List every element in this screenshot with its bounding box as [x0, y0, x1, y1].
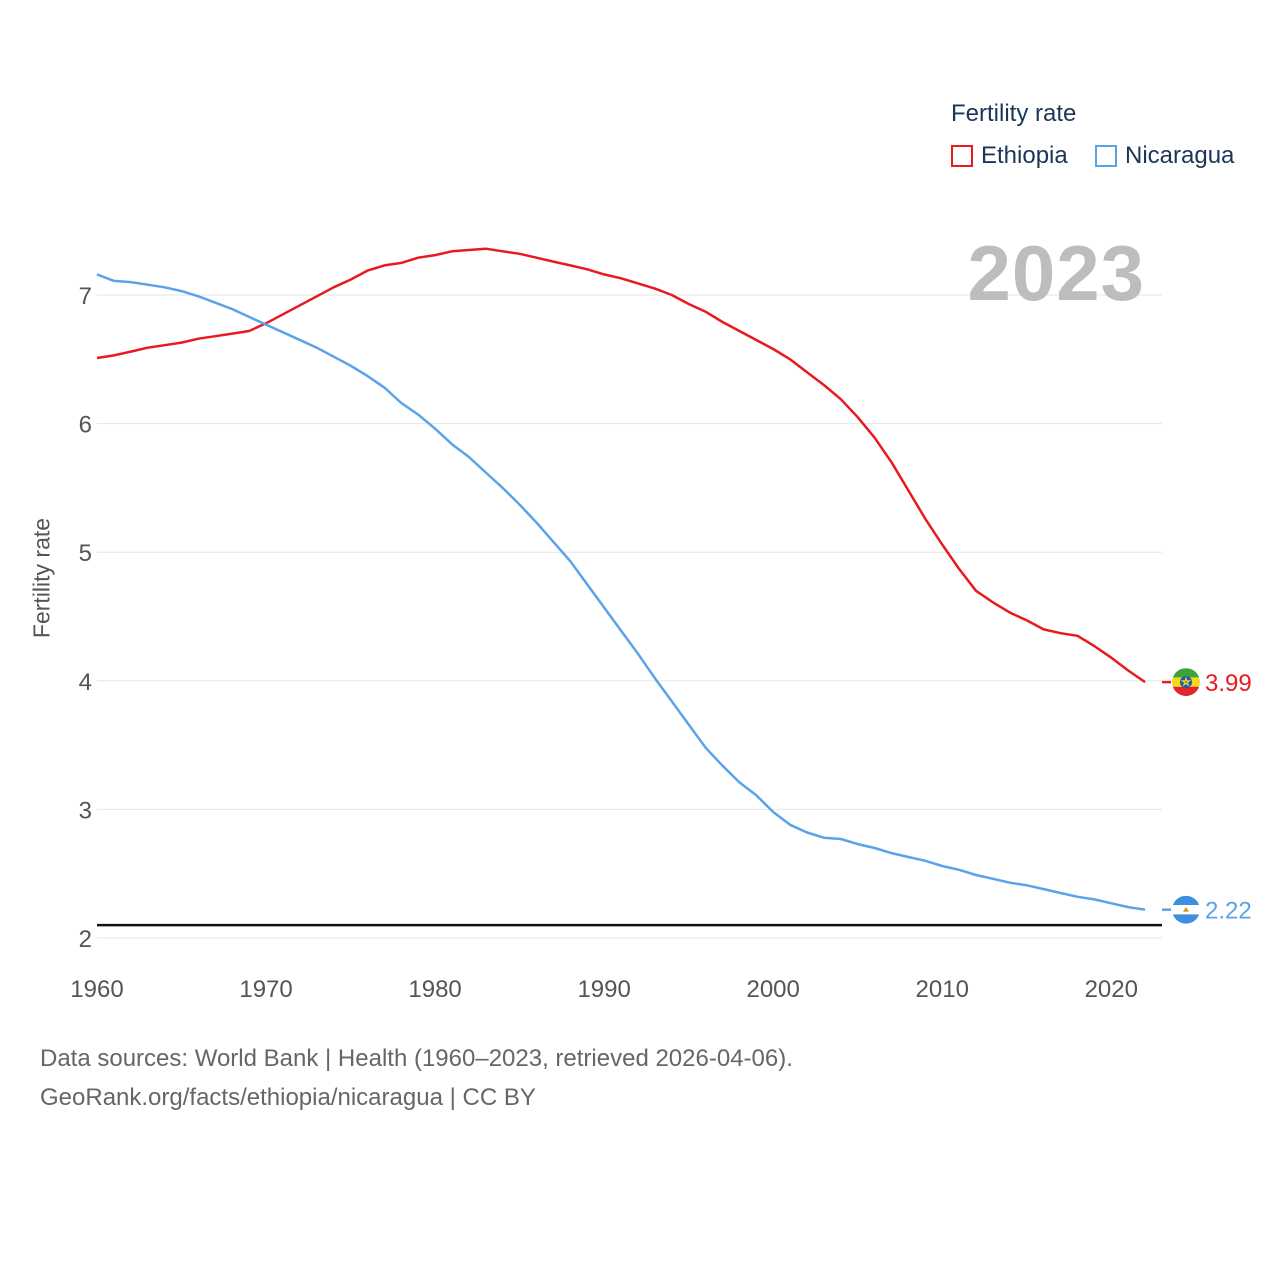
- legend-label-nicaragua: Nicaragua: [1125, 142, 1235, 169]
- end-value-label-ethiopia: 3.99: [1205, 670, 1252, 697]
- y-tick-label-4: 4: [79, 669, 92, 696]
- x-tick-label-1960: 1960: [70, 976, 123, 1003]
- x-tick-label-2020: 2020: [1085, 976, 1138, 1003]
- legend-item-nicaragua[interactable]: Nicaragua: [1095, 142, 1234, 170]
- legend-swatch-ethiopia: [951, 145, 973, 167]
- y-tick-label-2: 2: [79, 926, 92, 953]
- flag-ethiopia-icon: [1171, 667, 1201, 698]
- y-axis-title: Fertility rate: [28, 517, 55, 639]
- y-tick-label-3: 3: [79, 797, 92, 824]
- legend-title: Fertility rate: [951, 100, 1077, 127]
- end-value-label-nicaragua: 2.22: [1205, 898, 1252, 925]
- x-tick-label-1990: 1990: [577, 976, 630, 1003]
- footer-sources: Data sources: World Bank | Health (1960–…: [40, 1045, 793, 1072]
- legend-swatch-nicaragua: [1095, 145, 1117, 167]
- legend-label-ethiopia: Ethiopia: [981, 142, 1068, 169]
- x-tick-label-1970: 1970: [239, 976, 292, 1003]
- y-tick-label-7: 7: [79, 283, 92, 310]
- series-line-nicaragua: [96, 273, 1146, 911]
- year-label: 2023: [967, 229, 1145, 317]
- y-tick-label-6: 6: [79, 412, 92, 439]
- legend-item-ethiopia[interactable]: Ethiopia: [951, 142, 1068, 170]
- series-line-ethiopia: [96, 247, 1146, 684]
- x-tick-label-1980: 1980: [408, 976, 461, 1003]
- x-tick-label-2010: 2010: [916, 976, 969, 1003]
- x-tick-label-2000: 2000: [746, 976, 799, 1003]
- footer-attribution[interactable]: GeoRank.org/facts/ethiopia/nicaragua | C…: [40, 1084, 536, 1111]
- y-tick-label-5: 5: [79, 540, 92, 567]
- flag-nicaragua-icon: [1171, 894, 1201, 925]
